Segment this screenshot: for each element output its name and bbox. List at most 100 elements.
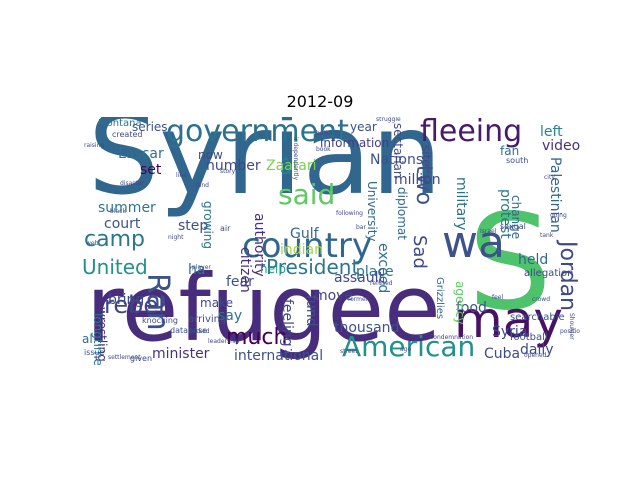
word-may: may (454, 291, 563, 349)
word-thousand: thousand (334, 320, 400, 336)
word-condemnation: condemnation (430, 334, 474, 341)
word-left: left (540, 124, 563, 140)
word-building: building (316, 130, 341, 137)
word-country: country (242, 226, 373, 266)
word-feeling: feeling (279, 299, 295, 347)
word-searchable: searchable (510, 312, 565, 323)
word-place: place (356, 264, 394, 280)
word-fleeing: fleeing (420, 117, 523, 149)
word-ago: ago (400, 346, 412, 353)
word-shoulder: Shoulder (568, 313, 575, 340)
word-change: change (509, 195, 523, 240)
word-struggle: struggle (376, 117, 401, 123)
word-now: now (198, 148, 223, 162)
word-number: number (206, 158, 261, 174)
word-say: say (218, 308, 243, 324)
word-city: city (544, 174, 555, 181)
word-leadership: leadership (208, 338, 240, 345)
word-montana: Montana (98, 118, 142, 129)
word-player: player (192, 264, 211, 271)
word-former: former (348, 296, 369, 303)
word-daily: daily (520, 342, 554, 358)
word-longtime: longtime (91, 313, 105, 365)
word-israel: Israel (480, 228, 497, 235)
word-zaatari: Zaatari (266, 158, 317, 174)
word-set: set (140, 162, 162, 178)
word-make: make (200, 296, 233, 310)
word-wa: wa (442, 217, 505, 268)
word-street: street (340, 348, 358, 355)
word-united: United (82, 255, 148, 279)
word-fund: fund (303, 295, 319, 327)
word-citizen: citizen (237, 247, 253, 293)
word-independently: independently (292, 137, 299, 181)
word-allegation: allegation (524, 268, 574, 279)
word-sexual: sexual (500, 222, 526, 231)
word-million: million (394, 172, 441, 188)
word-series: series (132, 120, 168, 134)
word-s: S (468, 186, 552, 340)
word-w18: â (280, 155, 293, 179)
word-diplomat: diplomat (395, 187, 409, 240)
word-refused: refused (370, 280, 393, 287)
word-help: help (260, 262, 286, 276)
word-syria: Syria (492, 324, 528, 340)
word-fan: fan (500, 144, 520, 158)
word-said: said (278, 178, 336, 211)
word-feel: feel (492, 294, 504, 301)
word-south: south (506, 156, 529, 165)
word-university: University (365, 181, 379, 242)
word-bring: bring (108, 292, 145, 308)
word-move: move (314, 288, 354, 304)
word-agency: agency (453, 281, 467, 325)
word-fear: fear (226, 274, 254, 290)
word-camp: camp (84, 227, 145, 252)
word-line: line (176, 172, 187, 179)
word-disaster: disaster (120, 180, 144, 187)
word-international: international (234, 348, 324, 364)
word-position: position (560, 328, 580, 335)
word-minister: minister (152, 346, 210, 362)
word-court: court (104, 216, 141, 232)
word-lascar: Lascar (118, 146, 164, 162)
word-black: black (110, 208, 126, 215)
word-site: site (419, 145, 433, 167)
word-food: food (456, 300, 487, 316)
word-tank: tank (540, 232, 554, 239)
word-indian: indian (280, 242, 323, 258)
word-raising: raising (84, 142, 105, 149)
word-picked: picked (190, 328, 210, 335)
word-step: step (178, 218, 209, 234)
word-government: government (166, 117, 349, 149)
word-database: database (170, 326, 208, 335)
word-held: held (518, 252, 549, 268)
word-rebel: rebel (104, 291, 165, 319)
word-year: year (350, 120, 377, 134)
word-night: night (168, 234, 184, 241)
word-settlement: settlement (108, 354, 141, 361)
word-land: land (196, 182, 209, 189)
word-much: much (226, 325, 288, 350)
word-following: following (336, 210, 363, 217)
word-syrian: Syrian (88, 117, 443, 220)
word-air: air (220, 224, 231, 233)
word-refugee: refugee (86, 255, 441, 362)
word-created: created (112, 130, 143, 139)
word-web: web (86, 240, 99, 247)
word-book: book (316, 146, 331, 153)
word-story: story (220, 168, 236, 175)
word-gulf: Gulf (290, 226, 319, 242)
word-military: military (453, 177, 469, 231)
word-crowd: crowd (532, 296, 551, 303)
word-assault: assault (334, 270, 384, 286)
figure-title: 2012-09 (286, 92, 354, 111)
word-nations: Nations (370, 152, 424, 168)
word-growing: growing (201, 201, 215, 249)
word-issue: issue (84, 348, 105, 357)
word-al: al (82, 332, 93, 346)
word-sectarian: sectarian (391, 123, 405, 179)
word-football: football (510, 332, 548, 343)
word-summer: summer (98, 200, 156, 216)
word-grizzlies: Grizzlies (434, 277, 445, 320)
